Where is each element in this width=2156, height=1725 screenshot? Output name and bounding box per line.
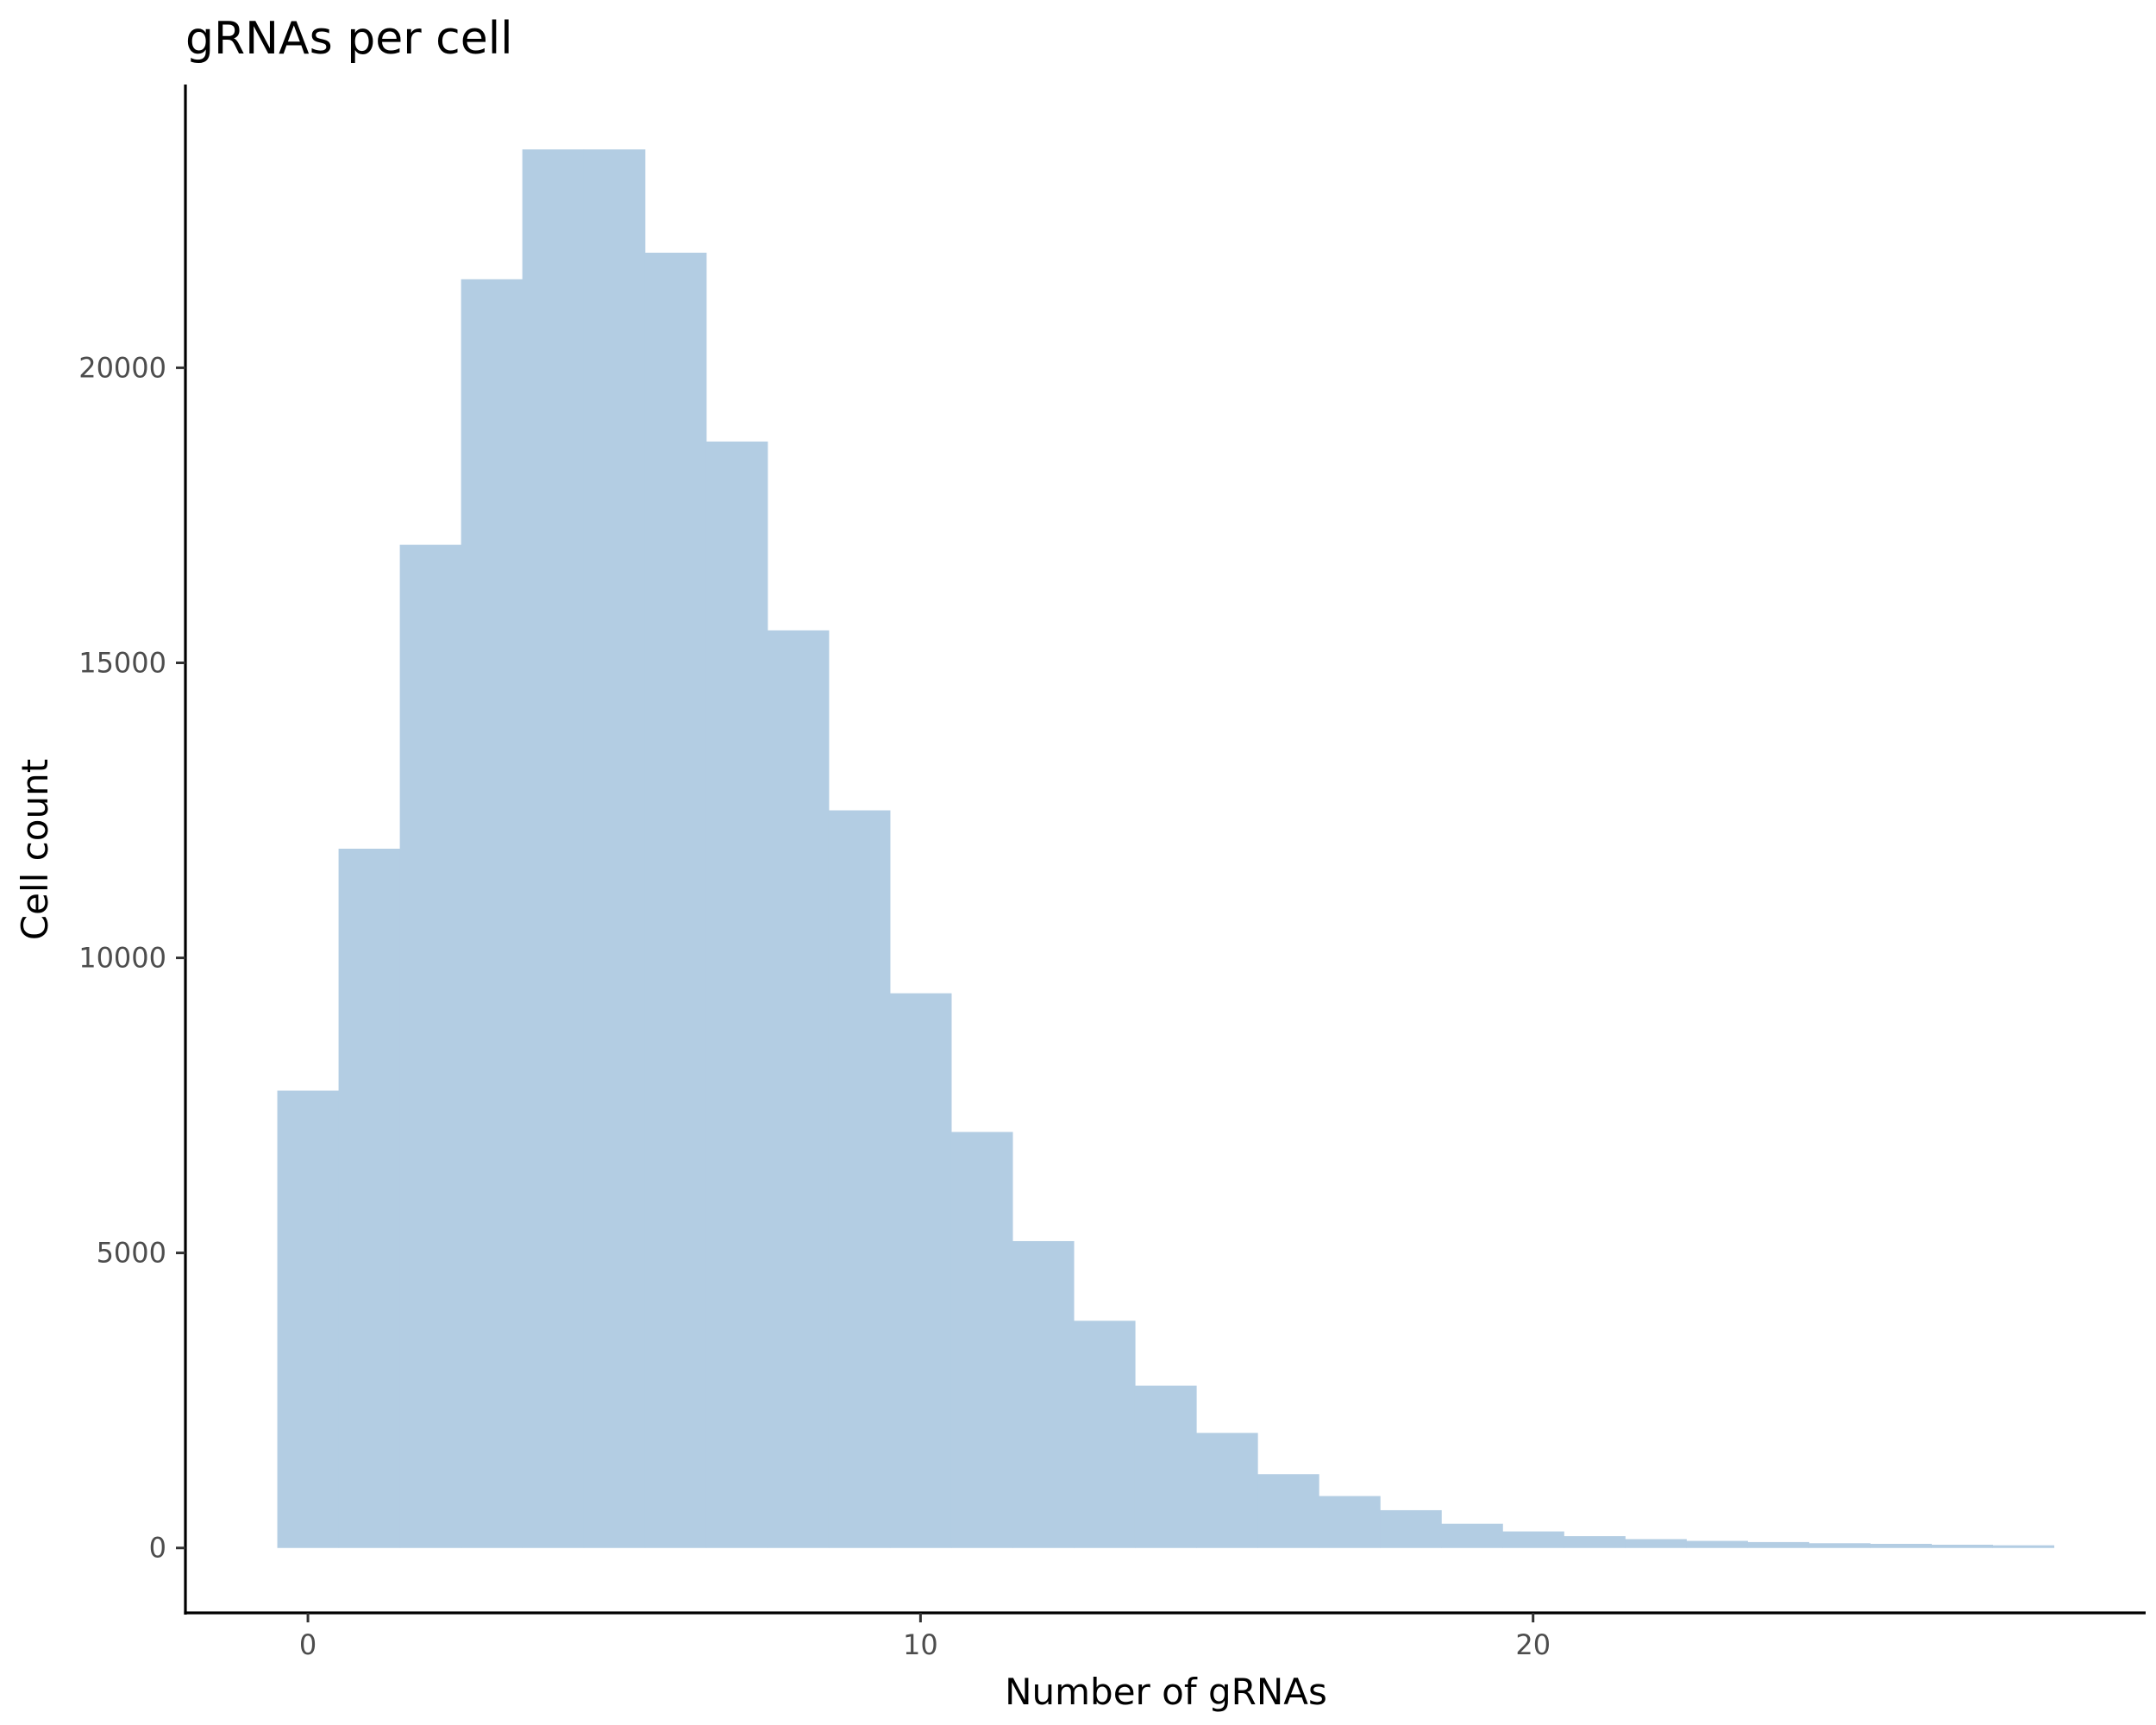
y-tick-label: 5000 [97,1237,166,1270]
y-axis-label: Cell count [14,759,56,940]
histogram-bar [461,279,523,1548]
histogram-bar [1686,1540,1748,1548]
histogram-bar [1380,1509,1442,1548]
x-tick-label: 0 [299,1628,317,1661]
histogram-bar [1319,1496,1381,1548]
histogram-bar [1196,1433,1258,1548]
histogram-bar [1747,1541,1809,1548]
y-ticks-group: 0 5000 10000 15000 20000 [78,351,185,1565]
histogram-bar [1441,1523,1503,1548]
histogram-bar [277,1090,340,1548]
histogram-bar [889,993,952,1548]
histogram-bar [1257,1474,1319,1548]
histogram-bar [1502,1531,1564,1548]
histogram-bar [1808,1543,1871,1548]
y-tick-label: 15000 [78,646,166,679]
histogram-bar [644,252,707,1548]
histogram-bar [522,149,585,1548]
histogram-bar [1564,1536,1626,1548]
x-tick-label: 20 [1515,1628,1551,1661]
histogram-bar [1073,1320,1136,1548]
histogram-bar [1992,1545,2055,1548]
histogram-bar [1625,1539,1687,1548]
x-ticks-group: 0 10 20 [299,1613,1551,1661]
histogram-bar [338,849,401,1548]
x-axis-label: Number of gRNAs [1005,1671,1327,1713]
y-tick-label: 10000 [78,942,166,975]
histogram-bar [828,810,891,1548]
histogram-bar [1012,1240,1075,1548]
y-tick-label: 0 [149,1532,166,1565]
histogram-bar [1870,1543,1932,1548]
histogram-bar [767,630,830,1548]
chart-title: gRNAs per cell [185,13,513,65]
y-tick-label: 20000 [78,351,166,384]
histogram-bar [705,441,768,1548]
histogram-bar [583,149,646,1548]
histogram-bar [399,544,462,1548]
bars-group [277,149,2055,1548]
histogram-bar [1134,1385,1197,1548]
histogram-bar [1931,1544,1994,1548]
x-tick-label: 10 [903,1628,938,1661]
histogram-bar [950,1132,1013,1548]
